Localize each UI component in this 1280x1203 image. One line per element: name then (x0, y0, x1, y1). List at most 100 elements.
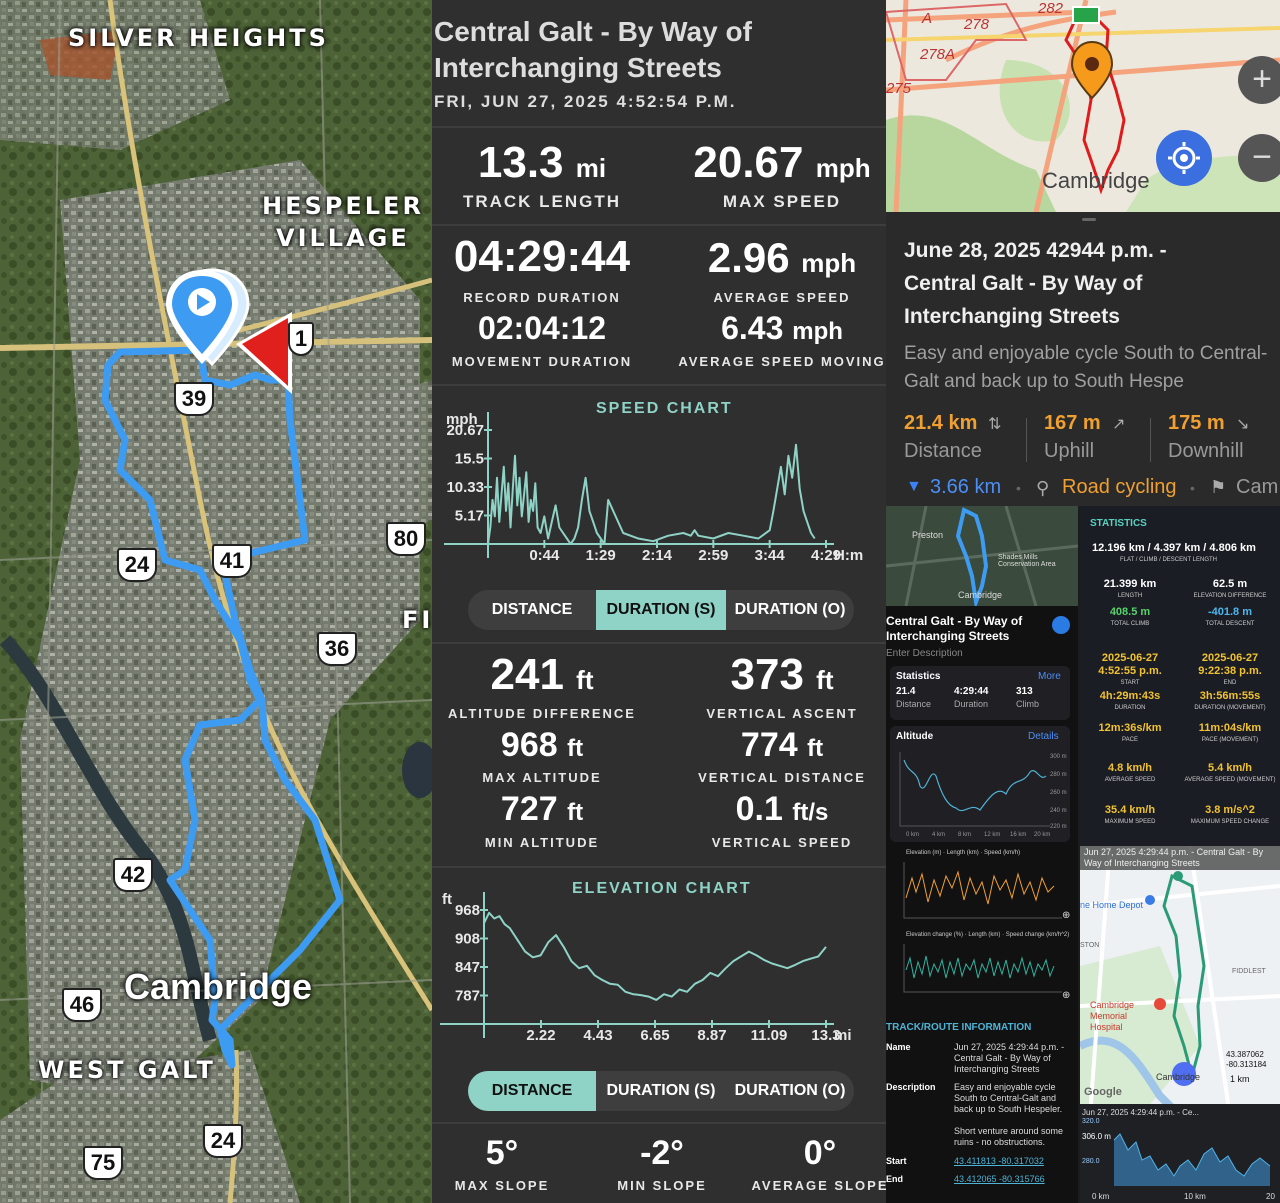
mini-map-label-preston: Preston (912, 530, 944, 540)
route-card: June 28, 2025 42944 p.m. - Central Galt … (886, 212, 1280, 506)
distance-label: Distance (904, 440, 982, 462)
record-duration-label: RECORD DURATION (463, 290, 621, 305)
stat-cell: 35.4 km/h MAXIMUM SPEED (1080, 804, 1180, 825)
google-label-hospital: Cambridge Memorial Hospital (1090, 1000, 1135, 1032)
max-slope-value: 5° (485, 1134, 519, 1172)
avg-speed-moving-value: 6.43 mph (721, 310, 843, 346)
divider (432, 1122, 886, 1124)
average-speed-label: AVERAGE SPEED (713, 290, 851, 305)
color-dot-icon[interactable] (1052, 616, 1070, 634)
zoom-chart-icon[interactable]: ⊕ (1062, 910, 1071, 921)
x-tick-label: 1:29 (586, 547, 616, 564)
mini-map[interactable] (886, 506, 1078, 610)
vertical-ascent-value: 373 ft (730, 650, 834, 699)
google-label-cambridge: Cambridge (1156, 1072, 1201, 1082)
track-name-value: Jun 27, 2025 4:29:44 p.m. - Central Galt… (954, 1042, 1065, 1074)
movement-duration-label: MOVEMENT DURATION (451, 354, 633, 369)
min-altitude-value: 727 ft (500, 790, 584, 828)
zoom-chart-icon[interactable]: ⊕ (1062, 990, 1071, 1001)
vertical-speed-label: VERTICAL SPEED (711, 835, 853, 850)
mini-altitude-details[interactable]: Details (1028, 731, 1059, 742)
crosshair-icon (1168, 142, 1200, 174)
drag-handle[interactable] (1082, 218, 1096, 221)
locate-me-button[interactable] (1156, 130, 1212, 186)
label-village: VILLAGE (276, 224, 410, 252)
label-west-galt: WEST GALT (38, 1056, 216, 1084)
stat-cell-value: -401.8 m (1207, 606, 1253, 618)
uphill-value: 167 m (1044, 412, 1101, 434)
direction-arrow-icon: ▼ (906, 478, 922, 495)
x-tick-label: 0:44 (529, 547, 560, 564)
mini-alt-tick-280: 280 m (1050, 772, 1067, 778)
zoom-in-button[interactable]: + (1238, 56, 1280, 104)
stat-cell-value: 11m:04s/km (1198, 722, 1262, 734)
start-marker[interactable] (160, 268, 250, 378)
stat-cell-value: 5.4 km/h (1207, 762, 1253, 774)
location-pin-icon[interactable] (1070, 40, 1114, 100)
zoom-out-button[interactable]: − (1238, 134, 1280, 182)
y-axis-unit: ft (442, 891, 452, 908)
elev-toggle-distance[interactable]: DISTANCE (468, 1071, 596, 1111)
y-tick-label: 20.67 (446, 422, 484, 439)
x-tick-label: 2:59 (698, 547, 728, 564)
altitude-diff-value: 241 ft (490, 650, 594, 699)
track-title: Central Galt - By Way of Interchanging S… (434, 16, 752, 83)
stat-cell-label: END (1223, 680, 1237, 686)
mini-stats-more[interactable]: More (1038, 671, 1061, 682)
mini-app-title: Central Galt - By Way of Interchanging S… (886, 614, 1023, 643)
stat-cell-label: AVERAGE SPEED (1104, 777, 1156, 783)
stat-cell: 3.8 m/s^2 MAXIMUM SPEED CHANGE (1180, 804, 1280, 825)
track-end-link[interactable]: 43.412065 -80.315766 (954, 1174, 1045, 1184)
track-description-label: Description (886, 1082, 936, 1092)
stat-cell: 11m:04s/km PACE (MOVEMENT) (1180, 722, 1280, 743)
mini-stats-card: Statistics More 21.4 Distance 4:29:44 Du… (890, 666, 1070, 720)
google-map-panel[interactable]: Jun 27, 2025 4:29:44 p.m. - Central Galt… (1080, 846, 1280, 1203)
y-tick-label: 5.17 (455, 508, 484, 525)
end-flag-marker[interactable] (232, 308, 298, 398)
x-axis-unit: mi (834, 1027, 852, 1044)
elev-toggle-duration-o[interactable]: DURATION (O) (734, 1082, 846, 1099)
route-shield-75: 75 (83, 1146, 123, 1180)
elevation-change-mini-chart (903, 944, 1062, 993)
y-tick-label: 968 (455, 902, 480, 919)
osm-label-278a: 278A (920, 46, 956, 63)
y-tick-label: 787 (455, 988, 480, 1005)
satellite-map[interactable]: SILVER HEIGHTS HESPELER VILLAGE Cambridg… (0, 0, 432, 1203)
divider (1150, 418, 1151, 462)
google-elev-tick-280: 280.0 (1082, 1158, 1100, 1165)
speed-toggle-distance[interactable]: DISTANCE (491, 601, 573, 618)
mini-app-panel: Preston Shades Mills Conservation Area C… (886, 506, 1078, 846)
stat-cell: 5.4 km/h AVERAGE SPEED (MOVEMENT) (1180, 762, 1280, 783)
osm-map[interactable]: 282 278 A 278A 275 Cambridge + − (886, 0, 1280, 212)
speed-toggle-duration-o[interactable]: DURATION (O) (734, 601, 846, 618)
route-card-description: Easy and enjoyable cycle South to Centra… (904, 343, 1268, 392)
route-shield-42: 42 (113, 858, 153, 892)
y-axis-unit: mph (446, 411, 478, 428)
track-description-value: Easy and enjoyable cycle South to Centra… (954, 1082, 1063, 1114)
mini-distance-value: 21.4 (896, 686, 916, 697)
mini-app-description-input[interactable]: Enter Description (886, 648, 963, 659)
osm-label-282: 282 (1038, 0, 1064, 17)
route-shield-39: 39 (174, 382, 214, 416)
vertical-distance-value: 774 ft (740, 726, 824, 764)
max-speed-value: 20.67 mph (693, 138, 871, 187)
distance-to-value: 3.66 km (930, 476, 1002, 498)
label-silver-heights: SILVER HEIGHTS (68, 24, 329, 52)
stat-cell-value: 35.4 km/h (1104, 804, 1156, 816)
mini-alt-tick-260: 260 m (1050, 790, 1067, 796)
speed-toggle-duration-s[interactable]: DURATION (S) (596, 590, 726, 630)
distance-icon: ⇅ (988, 416, 1002, 433)
mini-alt-tick-240: 240 m (1050, 808, 1067, 814)
max-speed-label: MAX SPEED (722, 192, 842, 211)
track-start-link[interactable]: 43.411813 -80.317032 (954, 1156, 1044, 1166)
elev-toggle-duration-s[interactable]: DURATION (S) (606, 1082, 716, 1099)
divider (432, 866, 886, 868)
y-tick-label: 15.5 (455, 451, 484, 468)
x-tick-label: 2:14 (642, 547, 673, 564)
osm-label-cambridge: Cambridge (1042, 168, 1150, 193)
stat-cell-label: MAXIMUM SPEED (1104, 819, 1156, 825)
avg-slope-value: 0° (803, 1134, 837, 1172)
stat-cell: 3h:56m:55s DURATION (MOVEMENT) (1180, 690, 1280, 711)
